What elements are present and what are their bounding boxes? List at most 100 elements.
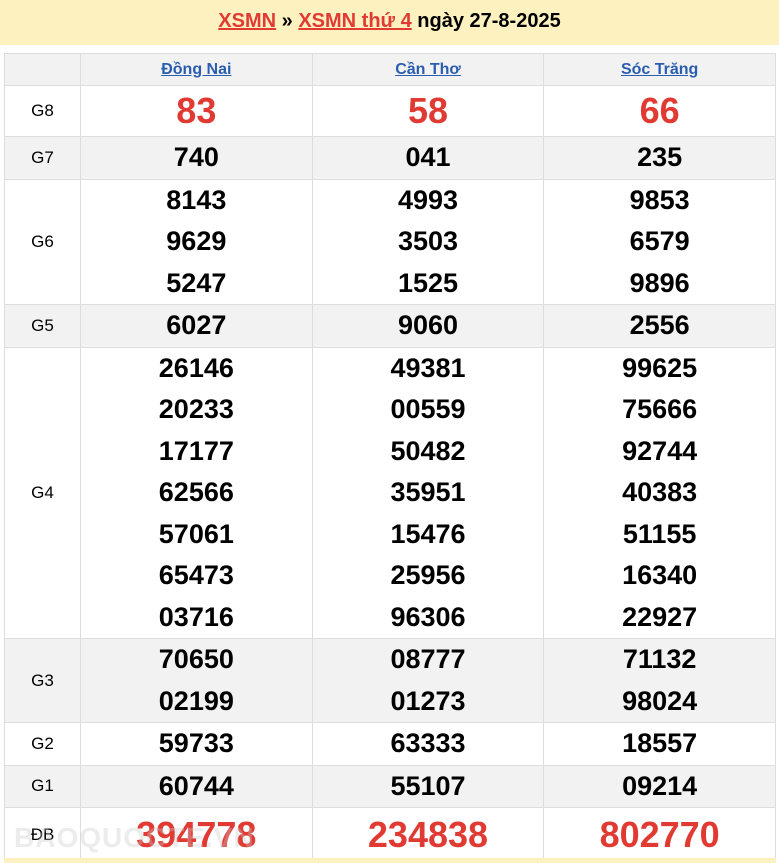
prize-label: ĐB: [4, 807, 81, 863]
prize-number: 234838: [367, 814, 489, 855]
prize-cell: 234838: [311, 807, 545, 863]
breadcrumb-separator: »: [281, 10, 293, 32]
prize-number: 18557: [622, 728, 698, 758]
results-table: Đồng Nai Cần Thơ Sóc Trăng G8 83 58 66 G7 740…: [4, 53, 776, 863]
xsmn-link[interactable]: XSMN: [218, 10, 277, 32]
prize-number: 6027: [166, 310, 227, 340]
prize-number: 6579: [629, 226, 690, 256]
corner-cell: [4, 53, 81, 86]
prize-number: 58: [407, 90, 448, 131]
prize-number: 3503: [397, 226, 459, 256]
prize-number: 5247: [166, 267, 227, 298]
prize-number: 20233: [158, 394, 234, 424]
prize-cell: 2556: [543, 304, 776, 348]
province-header-row: Đồng Nai Cần Thơ Sóc Trăng: [4, 53, 776, 86]
prize-number: 26146: [158, 352, 234, 383]
prize-number: 63333: [390, 728, 466, 758]
prize-number: 98024: [622, 685, 698, 716]
prize-cell: 9060: [311, 304, 545, 348]
prize-number: 802770: [599, 814, 720, 855]
prize-number: 75666: [622, 394, 698, 424]
page-header: XSMN » XSMN thứ 4 ngày 27-8-2025: [0, 0, 779, 45]
prize-cell: 09214: [543, 764, 776, 808]
prize-number: 60744: [158, 770, 234, 801]
prize-row: G2 59733 63333 18557: [4, 722, 776, 766]
prize-cell: 59733: [80, 722, 313, 766]
prize-number: 03716: [158, 601, 234, 632]
prize-number: 35951: [390, 477, 466, 507]
prize-number: 16340: [622, 560, 698, 590]
prize-number: 99625: [622, 352, 698, 383]
prize-number: 01273: [390, 685, 466, 716]
prize-number: 92744: [622, 435, 698, 466]
prize-cell: 26146 20233 17177 62566 57061 65473 03716: [80, 346, 313, 639]
prize-number: 50482: [390, 435, 466, 466]
province-header: Sóc Trăng: [543, 53, 776, 86]
prize-number: 09214: [622, 770, 698, 801]
footer-strip: [4, 858, 776, 863]
prize-row: G1 60744 55107 09214: [4, 764, 776, 808]
prize-row: G3 70650 02199 08777 01273 71132 98024: [4, 638, 776, 723]
prize-cell: 394778: [80, 807, 313, 863]
prize-number: 9060: [397, 310, 459, 340]
prize-number: 00559: [390, 394, 466, 424]
province-header: Đồng Nai: [80, 53, 313, 86]
prize-number: 51155: [622, 518, 697, 549]
prize-label: G2: [4, 722, 81, 766]
prize-number: 17177: [158, 435, 234, 466]
prize-number: 394778: [136, 814, 257, 855]
prize-number: 49381: [390, 352, 466, 383]
prize-cell: 49381 00559 50482 35951 15476 25956 96306: [311, 346, 545, 639]
prize-number: 02199: [158, 685, 234, 716]
prize-number: 83: [176, 90, 217, 131]
province-link[interactable]: Sóc Trăng: [620, 60, 699, 78]
prize-cell: 740: [80, 136, 313, 180]
prize-label: G3: [4, 638, 81, 723]
prize-label: G4: [4, 346, 81, 639]
prize-row: G5 6027 9060 2556: [4, 304, 776, 348]
prize-number: 62566: [158, 477, 234, 507]
prize-number: 66: [639, 90, 680, 131]
prize-cell: 235: [543, 136, 776, 180]
xsmn-thu4-link[interactable]: XSMN thứ 4: [298, 10, 412, 32]
prize-number: 041: [405, 142, 451, 172]
prize-cell: 58: [311, 85, 545, 137]
prize-row: G8 83 58 66: [4, 85, 776, 137]
prize-number: 2556: [629, 310, 690, 340]
prize-number: 08777: [390, 644, 466, 674]
prize-number: 71132: [622, 644, 697, 674]
prize-row: G6 8143 9629 5247 4993 3503 1525 9853 6579 9896: [4, 178, 776, 305]
prize-number: 9629: [166, 226, 227, 256]
prize-number: 235: [637, 142, 683, 172]
prize-label: G1: [4, 764, 81, 808]
prize-cell: 55107: [311, 764, 545, 808]
province-link[interactable]: Cần Thơ: [395, 60, 461, 78]
prize-number: 96306: [390, 601, 466, 632]
prize-cell: 70650 02199: [80, 638, 313, 723]
prize-label: G7: [4, 136, 81, 180]
prize-number: 15476: [390, 518, 466, 549]
prize-cell: 9853 6579 9896: [543, 178, 776, 305]
prize-number: 59733: [158, 728, 234, 758]
prize-number: 9896: [629, 267, 690, 298]
prize-number: 57061: [158, 518, 234, 549]
prize-label: G5: [4, 304, 81, 348]
prize-number: 4993: [397, 184, 459, 215]
prize-cell: 802770: [543, 807, 776, 863]
prize-cell: 60744: [80, 764, 313, 808]
prize-cell: 041: [311, 136, 545, 180]
prize-number: 1525: [397, 267, 459, 298]
prize-row: G4 26146 20233 17177 62566 57061 65473 03716 493…: [4, 346, 776, 639]
province-header: Cần Thơ: [311, 53, 545, 86]
prize-cell: 8143 9629 5247: [80, 178, 313, 305]
date-text: ngày 27-8-2025: [417, 10, 561, 32]
province-link[interactable]: Đồng Nai: [161, 60, 232, 78]
prize-number: 25956: [390, 560, 466, 590]
prize-number: 40383: [622, 477, 698, 507]
prize-number: 65473: [158, 560, 234, 590]
prize-cell: 4993 3503 1525: [311, 178, 545, 305]
prize-number: 55107: [390, 770, 466, 801]
prize-cell: 08777 01273: [311, 638, 545, 723]
prize-cell: 6027: [80, 304, 313, 348]
prize-row: G7 740 041 235: [4, 136, 776, 180]
